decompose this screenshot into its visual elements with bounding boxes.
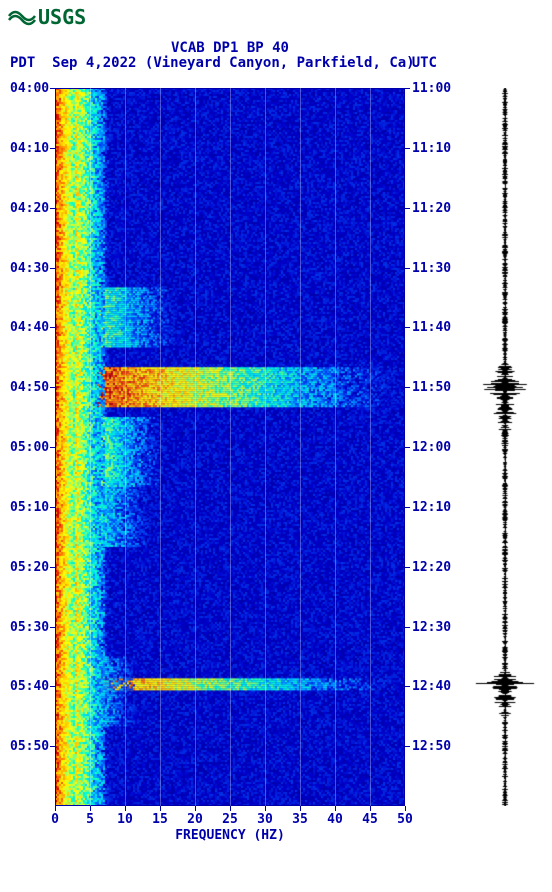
usgs-logo: USGS <box>8 5 86 29</box>
y-tick-right: 11:20 <box>412 201 451 216</box>
seismogram-trace <box>470 88 540 806</box>
y-tick-left: 04:20 <box>10 201 49 216</box>
y-tick-left: 05:40 <box>10 679 49 694</box>
x-tick: 25 <box>222 812 238 827</box>
x-tick: 20 <box>187 812 203 827</box>
y-tick-left: 05:30 <box>10 620 49 635</box>
x-tick: 15 <box>152 812 168 827</box>
chart-subtitle: PDT Sep 4,2022 (Vineyard Canyon, Parkfie… <box>10 55 415 71</box>
x-tick: 30 <box>257 812 273 827</box>
x-tick: 40 <box>327 812 343 827</box>
y-tick-left: 04:30 <box>10 261 49 276</box>
y-tick-left: 05:10 <box>10 500 49 515</box>
tz-right: UTC <box>412 55 437 71</box>
y-tick-left: 04:50 <box>10 380 49 395</box>
y-tick-left: 05:20 <box>10 560 49 575</box>
tz-left: PDT <box>10 55 35 71</box>
y-tick-left: 05:00 <box>10 440 49 455</box>
x-tick: 0 <box>51 812 59 827</box>
y-tick-left: 04:40 <box>10 320 49 335</box>
logo-text: USGS <box>38 5 86 29</box>
x-tick: 50 <box>397 812 413 827</box>
x-tick: 5 <box>86 812 94 827</box>
y-tick-right: 11:30 <box>412 261 451 276</box>
y-tick-left: 04:00 <box>10 81 49 96</box>
y-tick-right: 12:00 <box>412 440 451 455</box>
y-tick-right: 11:40 <box>412 320 451 335</box>
y-tick-right: 12:50 <box>412 739 451 754</box>
y-tick-right: 11:00 <box>412 81 451 96</box>
y-tick-left: 04:10 <box>10 141 49 156</box>
y-tick-right: 11:10 <box>412 141 451 156</box>
location: (Vineyard Canyon, Parkfield, Ca) <box>145 55 415 71</box>
x-tick: 45 <box>362 812 378 827</box>
y-tick-right: 12:40 <box>412 679 451 694</box>
chart-title: VCAB DP1 BP 40 <box>0 40 460 56</box>
x-tick: 10 <box>117 812 133 827</box>
x-tick: 35 <box>292 812 308 827</box>
date: Sep 4,2022 <box>52 55 136 71</box>
y-tick-right: 12:30 <box>412 620 451 635</box>
y-tick-right: 12:10 <box>412 500 451 515</box>
y-tick-left: 05:50 <box>10 739 49 754</box>
y-tick-right: 11:50 <box>412 380 451 395</box>
x-axis-label: FREQUENCY (HZ) <box>55 828 405 843</box>
y-tick-right: 12:20 <box>412 560 451 575</box>
